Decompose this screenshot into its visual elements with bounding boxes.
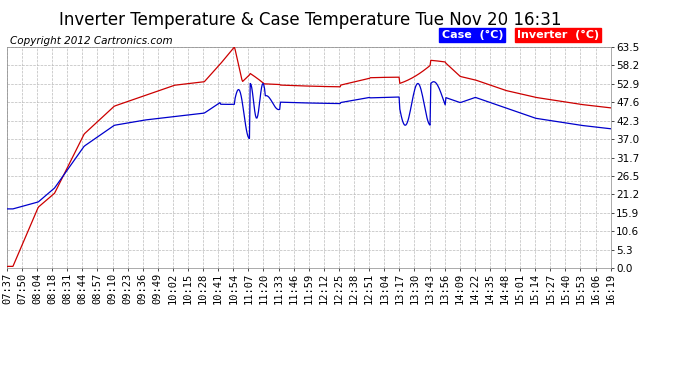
Text: Inverter  (°C): Inverter (°C) bbox=[517, 30, 599, 40]
Text: Copyright 2012 Cartronics.com: Copyright 2012 Cartronics.com bbox=[10, 36, 173, 46]
Text: Case  (°C): Case (°C) bbox=[442, 30, 503, 40]
Text: Inverter Temperature & Case Temperature Tue Nov 20 16:31: Inverter Temperature & Case Temperature … bbox=[59, 11, 562, 29]
